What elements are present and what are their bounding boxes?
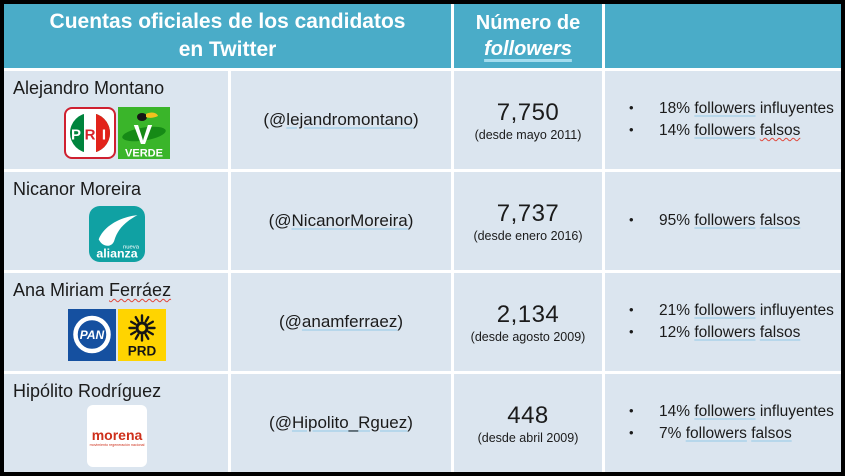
svg-text:PAN: PAN: [79, 328, 104, 342]
pan-logo: PAN: [67, 308, 116, 361]
twitter-handle: anamferraez: [301, 312, 398, 331]
handle-cell-ferraez: (@ anamferraez): [231, 273, 451, 371]
header-title-cell: Cuentas oficiales de los candidatos en T…: [4, 4, 451, 68]
handle-cell-moreira: (@ NicanorMoreira): [231, 172, 451, 270]
bullet-icon: •: [629, 402, 634, 418]
handle-cell-montano: (@ lejandromontano): [231, 71, 451, 169]
handle-open: (@: [278, 312, 302, 331]
followers-since: (desde abril 2009): [477, 430, 579, 445]
followers-header-line1: Número de: [475, 12, 581, 34]
note-item: • 14% followers falsos: [629, 120, 837, 142]
note-text: 14% followers falsos: [659, 122, 801, 139]
verde-logo: V VERDE: [117, 106, 170, 159]
candidate-cell-montano: Alejandro Montano P R I V VE: [4, 71, 228, 169]
handle-close: ): [407, 211, 414, 230]
party-logos: PAN: [13, 302, 220, 366]
party-logos: morena movimiento regeneración nacional: [13, 403, 220, 467]
candidates-table: Cuentas oficiales de los candidatos en T…: [4, 4, 841, 472]
handle-close: ): [397, 312, 404, 331]
svg-text:nueva: nueva: [122, 244, 139, 250]
candidate-name: Hipólito Rodríguez: [13, 381, 162, 401]
svg-text:movimiento regeneración nacion: movimiento regeneración nacional: [89, 443, 144, 447]
bullet-icon: •: [629, 211, 634, 227]
header-followers-cell: Número de followers: [454, 4, 602, 68]
handle-open: (@: [268, 211, 292, 230]
bullet-icon: •: [629, 324, 634, 339]
notes-cell-moreira: • 95% followers falsos: [605, 172, 841, 270]
handle-open: (@: [263, 110, 287, 129]
handle-close: ): [407, 413, 413, 432]
svg-text:alianza: alianza: [96, 246, 137, 260]
followers-cell-montano: 7,750 (desde mayo 2011): [454, 71, 602, 169]
header-empty-cell: [605, 4, 841, 68]
pri-logo: P R I: [63, 106, 116, 159]
twitter-handle: NicanorMoreira: [291, 211, 408, 230]
svg-text:P: P: [70, 126, 80, 143]
note-item: • 12% followers falsos: [629, 322, 837, 344]
followers-since: (desde agosto 2009): [470, 329, 586, 344]
morena-logo: morena movimiento regeneración nacional: [86, 404, 147, 467]
candidate-name: Nicanor Moreira: [13, 179, 142, 199]
notes-cell-ferraez: • 21% followers influyentes • 12% follow…: [605, 273, 841, 371]
svg-text:morena: morena: [91, 427, 142, 443]
note-text: 95% followers falsos: [659, 211, 801, 229]
note-item: • 7% followers falsos: [629, 423, 837, 445]
followers-cell-rodriguez: 448 (desde abril 2009): [454, 374, 602, 472]
handle-open: (@: [269, 413, 292, 432]
note-text: 21% followers influyentes: [659, 301, 834, 319]
nueva-alianza-logo: nueva alianza: [88, 205, 145, 262]
notes-cell-rodriguez: • 14% followers influyentes • 7% followe…: [605, 374, 841, 472]
handle-cell-rodriguez: (@ Hipolito_Rguez): [231, 374, 451, 472]
svg-text:VERDE: VERDE: [125, 147, 163, 159]
candidate-cell-rodriguez: Hipólito Rodríguez morena movimiento reg…: [4, 374, 228, 472]
bullet-icon: •: [629, 99, 634, 115]
handle-close: ): [412, 110, 419, 129]
note-item: • 21% followers influyentes: [629, 300, 837, 322]
followers-count: 7,750: [496, 98, 560, 126]
note-text: 14% followers influyentes: [659, 402, 834, 420]
followers-since: (desde enero 2016): [473, 228, 583, 243]
candidate-cell-moreira: Nicanor Moreira nueva alianza: [4, 172, 228, 270]
note-item: • 14% followers influyentes: [629, 401, 837, 423]
bullet-icon: •: [629, 122, 634, 137]
note-item: • 18% followers influyentes: [629, 98, 837, 120]
twitter-handle: lejandromontano: [286, 110, 413, 129]
note-text: 7% followers falsos: [659, 425, 792, 442]
candidate-cell-ferraez: Ana Miriam Ferráez PAN: [4, 273, 228, 371]
bullet-icon: •: [629, 301, 634, 317]
svg-text:PRD: PRD: [127, 343, 156, 358]
note-item: • 95% followers falsos: [629, 210, 837, 232]
candidate-name: Alejandro Montano: [13, 78, 165, 98]
prd-logo: PRD: [117, 308, 166, 361]
followers-header-line2: followers: [484, 38, 572, 60]
candidate-name: Ana Miriam Ferráez: [13, 280, 172, 300]
followers-cell-ferraez: 2,134 (desde agosto 2009): [454, 273, 602, 371]
followers-count: 2,134: [496, 300, 560, 328]
twitter-handle: Hipolito_Rguez: [291, 413, 408, 432]
notes-cell-montano: • 18% followers influyentes • 14% follow…: [605, 71, 841, 169]
followers-count: 7,737: [496, 199, 560, 227]
note-text: 18% followers influyentes: [659, 99, 834, 117]
svg-text:I: I: [101, 126, 105, 143]
table-title: Cuentas oficiales de los candidatos en T…: [49, 9, 406, 61]
followers-cell-moreira: 7,737 (desde enero 2016): [454, 172, 602, 270]
party-logos: P R I V VERDE: [13, 100, 220, 164]
bullet-icon: •: [629, 425, 634, 440]
svg-text:V: V: [133, 119, 152, 150]
note-text: 12% followers falsos: [659, 324, 801, 341]
party-logos: nueva alianza: [13, 201, 220, 265]
svg-text:R: R: [84, 126, 95, 143]
followers-count: 448: [507, 401, 549, 429]
followers-since: (desde mayo 2011): [474, 127, 582, 142]
